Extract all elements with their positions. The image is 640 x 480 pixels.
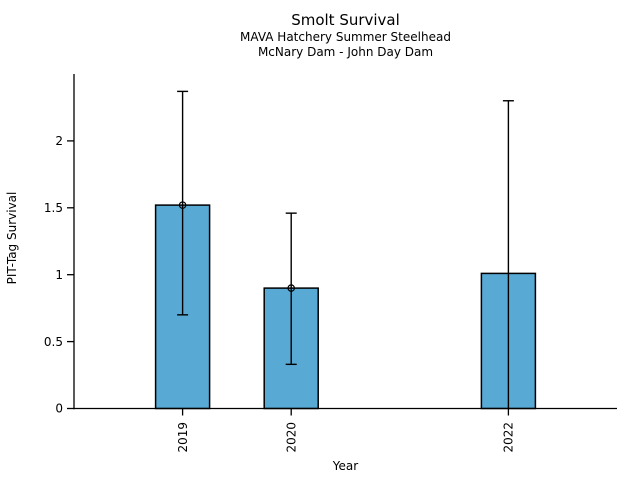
y-tick-label-0.5: 0.5 xyxy=(44,335,63,349)
x-tick-label-2022: 2022 xyxy=(502,422,516,453)
y-tick-label-1: 1 xyxy=(55,268,63,282)
chart-subtitle-2: McNary Dam - John Day Dam xyxy=(258,45,433,59)
x-tick-label-2019: 2019 xyxy=(176,422,190,453)
chart-title: Smolt Survival xyxy=(291,11,400,29)
y-tick-label-2: 2 xyxy=(55,134,63,148)
x-axis-label: Year xyxy=(332,459,358,473)
y-tick-label-0: 0 xyxy=(55,402,63,416)
point-marker-2019 xyxy=(178,201,187,209)
x-tick-label-2020: 2020 xyxy=(284,422,298,453)
point-marker-2020 xyxy=(287,284,296,292)
y-tick-label-1.5: 1.5 xyxy=(44,201,63,215)
chart-subtitle-1: MAVA Hatchery Summer Steelhead xyxy=(240,30,451,44)
y-axis-label: PIT-Tag Survival xyxy=(5,192,19,285)
